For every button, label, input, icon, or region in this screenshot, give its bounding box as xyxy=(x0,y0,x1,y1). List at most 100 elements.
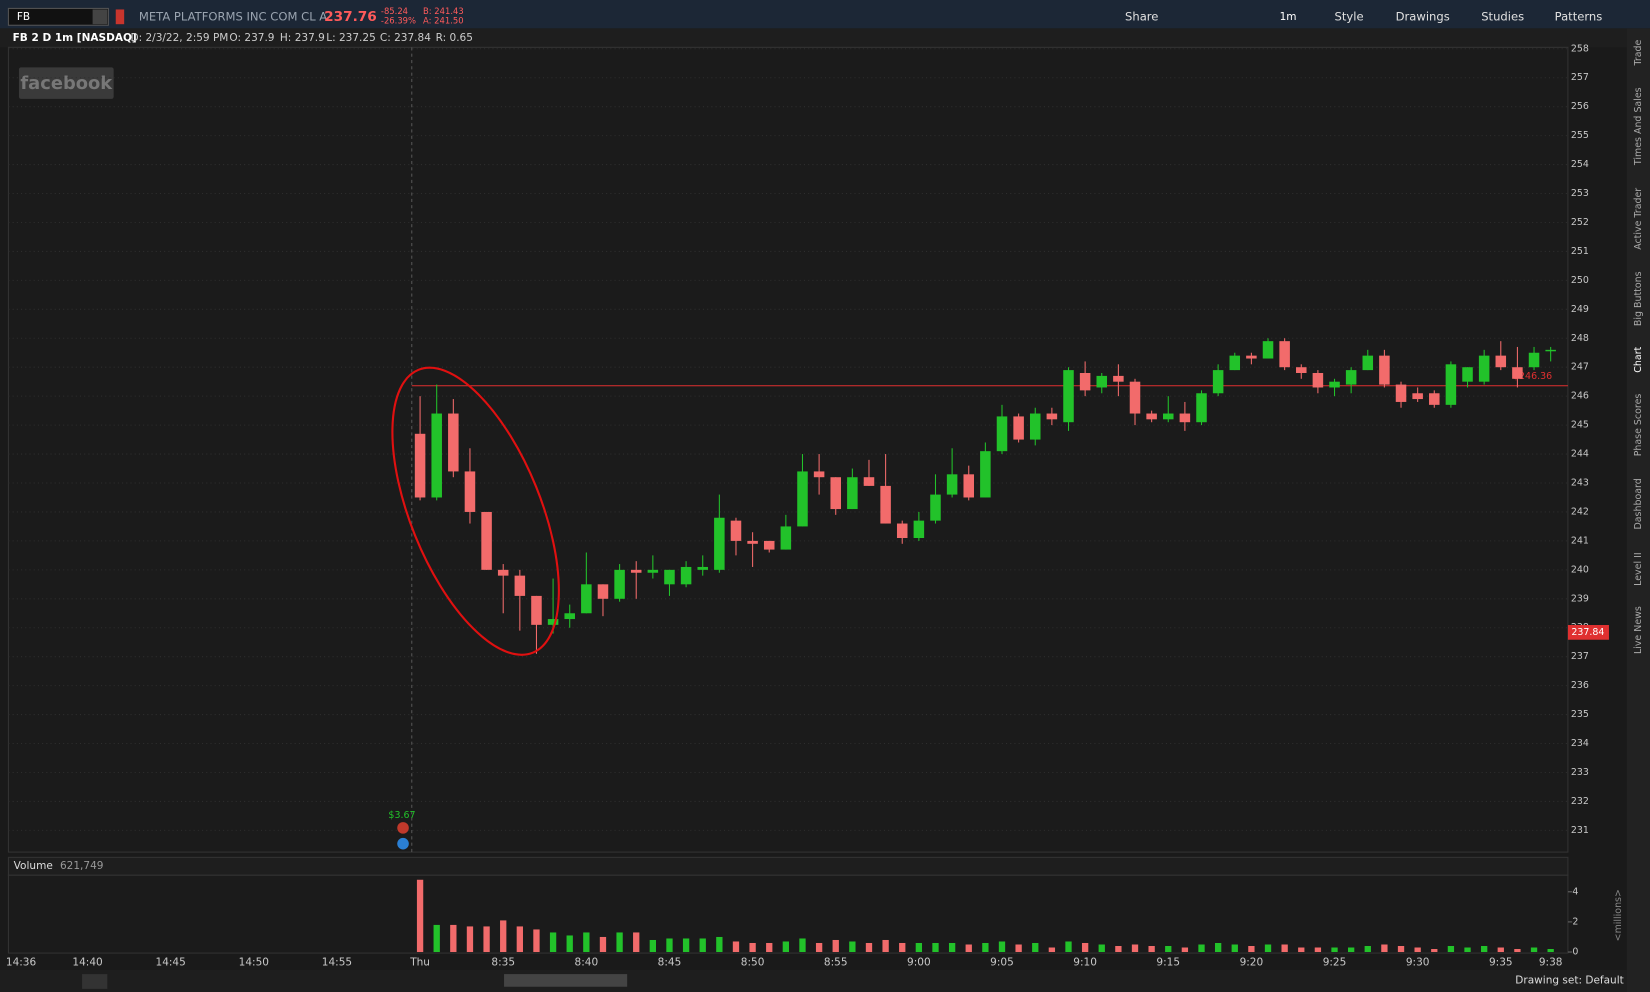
volume-bar xyxy=(899,942,906,953)
volume-bar xyxy=(932,942,939,953)
side-tab[interactable]: Big Buttons xyxy=(1633,271,1644,326)
toolbar-button[interactable]: Style xyxy=(1335,9,1364,23)
symbol-box[interactable] xyxy=(7,7,109,26)
x-tick-label: 8:35 xyxy=(491,957,515,969)
scrollbar-thumb[interactable] xyxy=(504,974,628,987)
drawing-set[interactable]: Drawing set: Default xyxy=(1515,974,1623,986)
info-item: C: 237.84 xyxy=(380,32,431,44)
candle-body xyxy=(1345,370,1357,385)
y-tick-label: 234 xyxy=(1571,738,1589,749)
candle-body xyxy=(880,485,891,524)
toolbar-button[interactable]: Patterns xyxy=(1555,9,1603,23)
volume-bar xyxy=(782,941,790,953)
candle-body xyxy=(547,619,559,625)
volume-bar xyxy=(1115,946,1122,953)
toolbar-button[interactable]: Drawings xyxy=(1396,9,1450,23)
candle-body xyxy=(1162,413,1174,420)
candle-body xyxy=(1129,381,1141,414)
x-tick-label: 8:55 xyxy=(824,957,848,969)
candle-body xyxy=(614,569,625,599)
x-tick-label: 14:40 xyxy=(72,957,102,969)
candle-body xyxy=(763,540,775,550)
y-tick-label: 257 xyxy=(1571,72,1589,83)
candle-body xyxy=(1462,367,1473,382)
volume-bar xyxy=(1032,942,1039,953)
toolbar-button[interactable]: Studies xyxy=(1481,9,1524,23)
candle-body xyxy=(697,566,708,570)
volume-bar xyxy=(749,942,756,953)
volume-bar xyxy=(1214,942,1222,953)
aggregation[interactable]: 1m xyxy=(1280,11,1297,23)
info-item: D: 2/3/22, 2:59 PM xyxy=(130,32,228,44)
volume-bar xyxy=(1547,949,1554,953)
symbol[interactable]: FB xyxy=(17,11,30,23)
volume-bar xyxy=(1065,941,1072,953)
side-tab[interactable]: Live News xyxy=(1633,606,1644,654)
candle-body xyxy=(1279,341,1290,368)
volume-bar xyxy=(732,941,740,953)
info-items: FB 2 D 1m [NASDAQ]D: 2/3/22, 2:59 PM O: 2… xyxy=(13,32,473,44)
earnings-icon[interactable] xyxy=(397,822,409,834)
volume-bar xyxy=(1198,944,1205,953)
side-tab[interactable]: Phase Scores xyxy=(1633,394,1644,457)
y-tick-label: 243 xyxy=(1571,478,1589,489)
last-price: 237.76 xyxy=(324,9,377,25)
dividend-icon[interactable] xyxy=(397,837,409,850)
side-tab[interactable]: Active Trader xyxy=(1633,188,1644,250)
volume-bar xyxy=(466,926,474,953)
candle-body xyxy=(1179,413,1191,423)
x-tick-label: 9:10 xyxy=(1073,957,1097,969)
y-tick-label: 242 xyxy=(1571,506,1589,517)
side-tab[interactable]: Trade xyxy=(1633,39,1644,66)
side-tab[interactable]: Times And Sales xyxy=(1633,87,1644,166)
volume-bar xyxy=(533,929,540,953)
candle-body xyxy=(1296,367,1307,374)
volume-bar xyxy=(1447,946,1455,953)
price-plot xyxy=(7,46,1569,853)
volume-bar xyxy=(566,935,573,953)
side-tab[interactable]: Level II xyxy=(1633,552,1644,586)
volume-bar xyxy=(433,924,440,953)
x-tick-label: 9:25 xyxy=(1323,957,1347,969)
watermark: facebook xyxy=(20,73,113,94)
candle-body xyxy=(630,569,642,573)
volume-bar xyxy=(500,920,507,953)
last-price-tag xyxy=(1567,625,1609,640)
toolbar-button[interactable]: Share xyxy=(1125,9,1158,23)
dropdown[interactable] xyxy=(92,9,108,25)
volume-bar xyxy=(1514,949,1521,953)
y-tick-label: 255 xyxy=(1571,130,1589,141)
volume-bar xyxy=(1181,947,1189,953)
candle-body xyxy=(448,413,459,472)
side-tab[interactable]: Chart xyxy=(1633,346,1644,372)
volume-bar xyxy=(699,938,706,953)
candle-body xyxy=(1478,355,1490,382)
volume-bar xyxy=(948,942,956,953)
price-line-label: $246.36 xyxy=(1513,371,1552,382)
candle-body xyxy=(1329,381,1340,388)
volume-bars: 0 2 4 xyxy=(416,879,1578,958)
volume-bar xyxy=(1464,947,1471,953)
volume-bar xyxy=(1048,947,1056,953)
volume-total: 621,749 xyxy=(60,860,104,872)
link-flag[interactable] xyxy=(115,9,125,25)
candle-body xyxy=(896,523,908,539)
y-tick-label: 250 xyxy=(1571,275,1589,286)
event-label: $3.67 xyxy=(388,810,415,821)
change: -85.24 xyxy=(381,6,408,16)
company: META PLATFORMS INC COM CL A xyxy=(139,9,327,23)
info-item: L: 237.25 xyxy=(326,32,376,44)
volume-bar xyxy=(1015,944,1022,953)
candle-body xyxy=(830,477,841,510)
watermark-box xyxy=(18,67,114,99)
volume-bar xyxy=(1298,947,1305,953)
x-tick-label: 9:35 xyxy=(1489,957,1513,969)
collapse-button[interactable] xyxy=(82,974,108,989)
side-tab[interactable]: Dashboard xyxy=(1633,478,1644,529)
volume-tick-label: 4 xyxy=(1572,886,1578,897)
x-tick-label: Thu xyxy=(409,957,430,969)
x-tick-label: 9:00 xyxy=(907,957,931,969)
candle-body xyxy=(1146,413,1157,420)
info-bar xyxy=(0,28,1650,48)
